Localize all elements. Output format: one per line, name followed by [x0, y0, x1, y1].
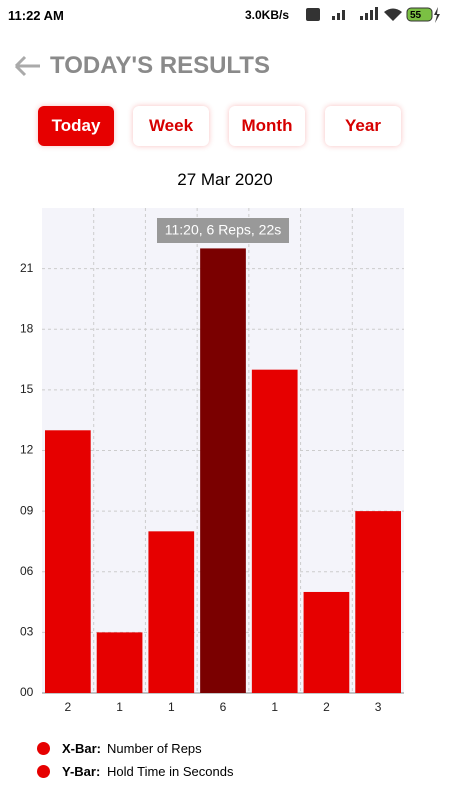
- bar: [355, 511, 401, 693]
- x-tick-label: 6: [220, 700, 227, 714]
- y-tick-label: 18: [20, 321, 34, 335]
- legend-key: Y-Bar:: [62, 764, 101, 779]
- bar: [45, 430, 91, 693]
- y-tick-label: 03: [20, 625, 34, 639]
- bar: [303, 591, 350, 693]
- x-tick-label: 1: [271, 700, 278, 714]
- bar: [96, 632, 143, 693]
- y-tick-label: 15: [20, 382, 34, 396]
- y-tick-label: 09: [20, 503, 34, 517]
- x-tick-label: 2: [65, 700, 72, 714]
- y-tick-label: 21: [20, 261, 34, 275]
- legend-dot: [37, 742, 50, 755]
- tab-button[interactable]: Month: [229, 106, 305, 146]
- back-button[interactable]: [12, 54, 42, 78]
- legend-text: Number of Reps: [107, 741, 202, 756]
- bar: [200, 248, 246, 693]
- y-tick-label: 12: [20, 443, 34, 457]
- date-label: 27 Mar 2020: [177, 170, 273, 189]
- bar: [148, 531, 195, 693]
- status-speed: 3.0KB/s: [245, 8, 290, 22]
- y-tick-label: 00: [20, 685, 34, 699]
- tooltip-text: 11:20, 6 Reps, 22s: [165, 222, 281, 238]
- x-tick-label: 1: [168, 700, 175, 714]
- status-icons: [306, 7, 440, 23]
- y-tick-label: 06: [20, 564, 34, 578]
- legend-key: X-Bar:: [62, 741, 102, 756]
- tooltip-box: [157, 218, 289, 243]
- page-title: TODAY'S RESULTS: [50, 52, 270, 79]
- legend-dot: [37, 765, 50, 778]
- legend-text: Hold Time in Seconds: [107, 764, 234, 779]
- tab-button[interactable]: Year: [325, 106, 401, 146]
- x-tick-label: 2: [323, 700, 330, 714]
- tab-button[interactable]: Today: [38, 106, 114, 146]
- battery-text: 55: [410, 10, 422, 21]
- x-tick-label: 1: [116, 700, 123, 714]
- bar: [251, 369, 298, 693]
- x-tick-label: 3: [375, 700, 382, 714]
- status-time: 11:22 AM: [8, 8, 64, 23]
- tab-button[interactable]: Week: [133, 106, 209, 146]
